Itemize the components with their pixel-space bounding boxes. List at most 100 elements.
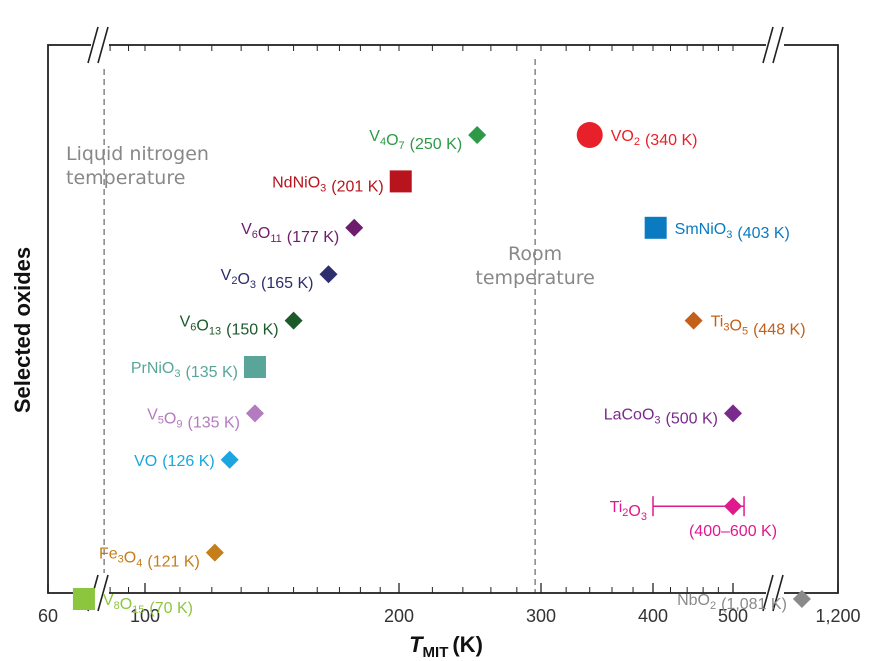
formula-subscript: 2	[231, 275, 237, 287]
point-label-PrNiO3: PrNiO3 (135 K)	[131, 360, 238, 381]
axis-break-stroke	[97, 26, 109, 64]
reference-label-1-line-1: temperature	[475, 267, 594, 289]
x-axis-label: TMIT (K)	[409, 632, 483, 661]
formula-text: O	[729, 318, 741, 335]
marker-V5O9	[245, 404, 264, 423]
formula-subscript: 3	[174, 368, 180, 380]
formula-subscript: 13	[209, 326, 221, 338]
reference-label-1-line-0: Room	[508, 243, 562, 265]
point-value-Fe3O4: (121 K)	[147, 554, 199, 571]
formula-text: Fe	[99, 546, 118, 563]
reference-label-0-line-1: temperature	[66, 167, 185, 189]
formula-subscript: 4	[380, 136, 386, 148]
formula-subscript: 6	[190, 322, 196, 334]
marker-V6O13	[284, 311, 303, 330]
point-value-V6O11: (177 K)	[287, 229, 339, 246]
formula-subscript: 2	[622, 507, 628, 519]
axis-breaks	[87, 25, 784, 613]
point-value-V4O7: (250 K)	[410, 136, 462, 153]
formula-text: Ti	[711, 314, 724, 331]
point-value-V6O13: (150 K)	[226, 322, 278, 339]
formula-text: VO	[611, 128, 634, 145]
formula-text: O	[628, 503, 640, 520]
point-value-NdNiO3: (201 K)	[331, 178, 383, 195]
formula-subscript: 3	[654, 414, 660, 426]
point-label-Ti3O5: Ti3O5 (448 K)	[711, 314, 806, 339]
reference-lines: Liquid nitrogentemperatureRoomtemperatur…	[66, 59, 595, 593]
point-label-V6O13: V6O13 (150 K)	[180, 314, 279, 339]
point-value-Ti3O5: (448 K)	[753, 322, 805, 339]
marker-V8O15	[72, 588, 95, 610]
formula-subscript: 3	[250, 279, 256, 291]
point-value-V2O3: (165 K)	[261, 275, 313, 292]
point-labels: V4O7 (250 K) VO2 (340 K)NdNiO3 (201 K)V6O11(…	[99, 128, 806, 617]
formula-subscript: 7	[399, 140, 405, 152]
marker-Ti2O3	[724, 497, 742, 516]
formula-subscript: 11	[270, 233, 281, 245]
point-value-VO: (126 K)	[162, 453, 214, 470]
formula-text: VO	[134, 453, 157, 470]
formula-subscript: 5	[742, 326, 748, 338]
marker-SmNiO3	[644, 216, 667, 239]
formula-text: NdNiO	[272, 174, 320, 191]
axis-break-stroke	[762, 26, 774, 64]
formula-text: O	[237, 271, 249, 288]
formula-text: PrNiO	[131, 360, 175, 377]
marker-V6O11	[345, 218, 364, 237]
marker-NdNiO3	[389, 170, 412, 193]
point-label-LaCoO3: LaCoO3 (500 K)	[604, 406, 718, 427]
point-label-Fe3O4: Fe3O4 (121 K)	[99, 546, 200, 571]
x-axis-label-symbol: T	[409, 632, 424, 657]
axis-break-stroke	[762, 574, 774, 612]
axis-break-stroke	[87, 26, 99, 64]
point-value-NbO2: (1,081 K)	[721, 596, 787, 613]
point-value-PrNiO3: (135 K)	[186, 364, 238, 381]
point-label-Ti2O3: Ti2O3	[610, 499, 647, 523]
formula-text: Ti	[610, 499, 623, 516]
formula-subscript: 6	[252, 229, 258, 241]
point-value-SmNiO3: (403 K)	[737, 225, 789, 242]
formula-subscript: 3	[320, 182, 326, 194]
x-tick-label: 60	[38, 606, 58, 626]
point-label-V4O7: V4O7 (250 K)	[369, 128, 462, 153]
marker-VO2	[576, 122, 603, 148]
formula-text: O	[120, 596, 132, 613]
formula-text: V	[369, 128, 380, 145]
x-axis-label-subscript: MIT	[423, 644, 449, 661]
x-tick-label: 500	[718, 606, 748, 626]
formula-text: NbO	[677, 592, 710, 609]
x-axis-ticks: 60 100 200 300 400 500 1,200	[38, 583, 861, 626]
formula-subscript: 3	[641, 511, 647, 523]
formula-text: LaCoO	[604, 406, 655, 423]
formula-subscript: 3	[118, 554, 124, 566]
formula-subscript: 3	[723, 322, 729, 334]
formula-subscript: 8	[114, 600, 120, 612]
formula-text: O	[258, 225, 270, 242]
point-value-V8O15: (70 K)	[149, 600, 193, 617]
formula-text: V	[103, 592, 114, 609]
marker-NbO2	[792, 590, 811, 608]
x-tick-label: 100	[130, 606, 160, 626]
formula-text: SmNiO	[675, 221, 727, 238]
point-label-V6O11: V6O11 (177 K)	[241, 221, 339, 246]
point-range-Ti2O3: (400–600 K)	[689, 523, 777, 540]
marker-Ti3O5	[684, 311, 703, 330]
x-tick-label: 200	[384, 606, 414, 626]
y-axis-label: Selected oxides	[10, 247, 35, 413]
marker-V4O7	[468, 126, 487, 144]
point-label-V5O9: V5O9 (135 K)	[147, 406, 240, 431]
plot-frame	[47, 44, 839, 594]
plot-border	[47, 44, 839, 594]
formula-text: O	[164, 410, 176, 427]
formula-text: V	[180, 314, 191, 331]
axis-break-stroke	[772, 574, 784, 612]
point-label-V2O3: V2O3 (165 K)	[221, 267, 314, 292]
point-value-VO2: (340 K)	[645, 132, 697, 149]
formula-text: V	[241, 221, 252, 238]
marker-VO	[220, 450, 239, 469]
marker-Fe3O4	[205, 543, 224, 562]
formula-subscript: 2	[634, 136, 640, 148]
marker-LaCoO3	[724, 404, 742, 423]
point-value-LaCoO3: (500 K)	[666, 410, 718, 427]
